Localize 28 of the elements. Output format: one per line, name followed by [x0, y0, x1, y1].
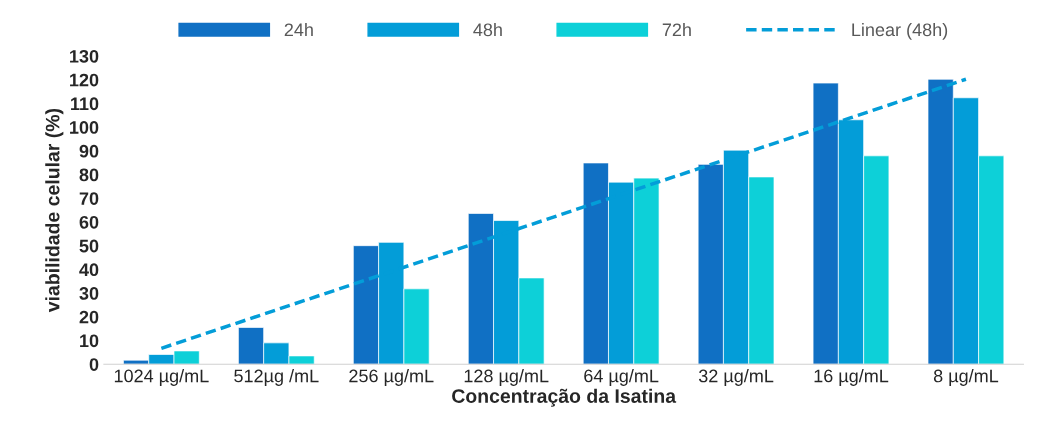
y-tick-label: 70 — [79, 192, 99, 205]
y-tick-label: 110 — [71, 97, 99, 111]
y-tick-label: 0 — [89, 358, 99, 371]
y-tick-label: 50 — [79, 239, 99, 253]
y-tick-label: 120 — [70, 73, 99, 87]
y-tick-label: 10 — [80, 334, 99, 348]
legend-label: 72h — [662, 22, 691, 37]
y-tick-label: 40 — [79, 263, 99, 277]
y-tick-label: 100 — [70, 121, 99, 134]
legend-label: Linear (48h) — [852, 22, 948, 40]
y-axis-title: viabilidade celular (%) — [45, 108, 64, 313]
y-tick-label: 80 — [79, 168, 99, 182]
x-tick-label: 16 µg/mL — [814, 369, 889, 386]
y-tick-label: 130 — [70, 49, 99, 63]
y-tick-label: 60 — [79, 215, 99, 229]
x-tick-label: 256 µg/mL — [349, 369, 434, 386]
x-tick-label: 128 µg/mL — [464, 369, 549, 386]
x-tick-label: 1024 µg/mL — [114, 369, 209, 386]
y-tick-label: 20 — [79, 310, 99, 324]
x-tick-label: 64 µg/mL — [584, 369, 659, 386]
x-tick-label: 8 µg/mL — [933, 369, 999, 386]
y-tick-label: 90 — [79, 144, 99, 158]
legend-label: 24h — [284, 22, 313, 37]
x-axis-title: Concentração da Isatina — [452, 388, 677, 407]
legend-label: 48h — [473, 22, 502, 37]
x-tick-label: 32 µg/mL — [698, 369, 774, 386]
y-tick-label: 30 — [79, 287, 99, 300]
x-tick-label: 512µg /mL — [234, 369, 319, 386]
